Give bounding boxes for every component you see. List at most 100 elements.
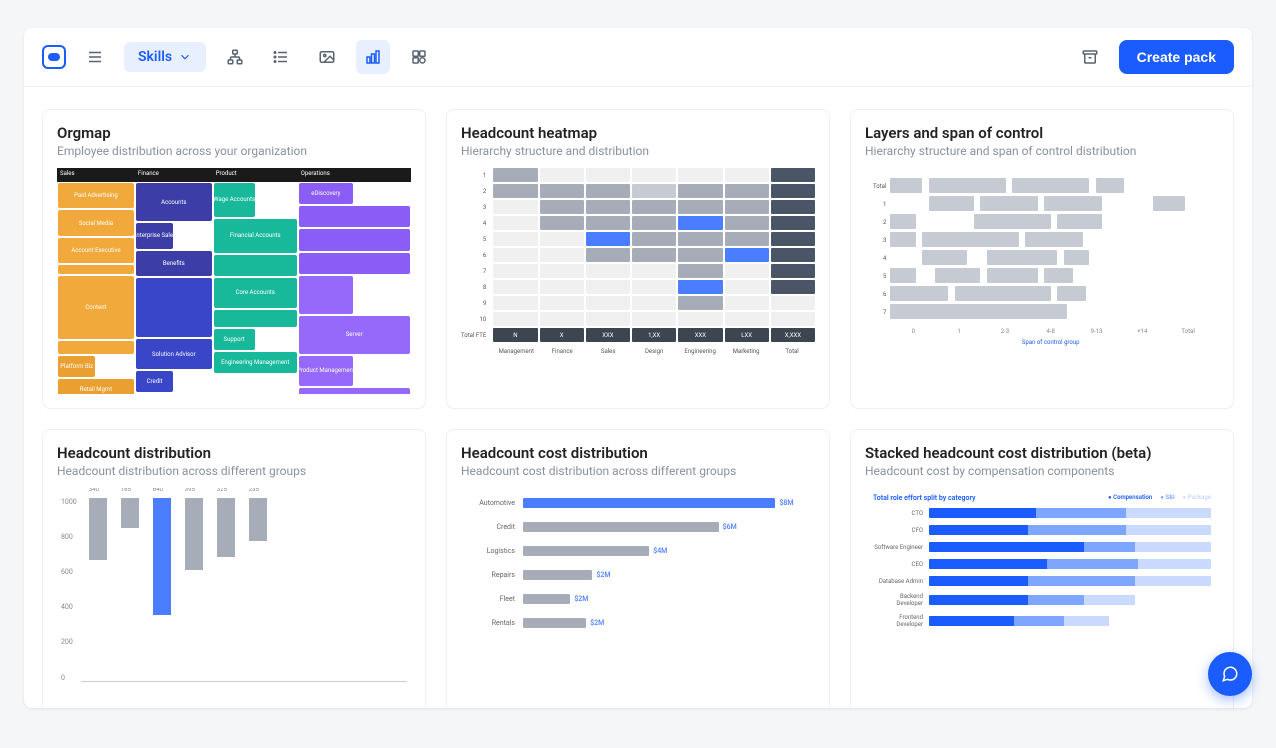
image-icon[interactable] [310,40,344,74]
hbar-label: Automotive [469,499,515,507]
heatmap-cell [540,312,584,326]
card-stacked-cost[interactable]: Stacked headcount cost distribution (bet… [850,429,1234,708]
heatmap-cell [540,168,584,182]
treemap-cell: Benefits [136,251,212,276]
card-subtitle: Hierarchy structure and span of control … [865,144,1219,158]
skills-dropdown[interactable]: Skills [124,42,206,72]
bar: 340 [89,498,107,681]
heatmap-xlabel: Engineering [677,348,723,355]
treemap-cell: Solution Advisor [136,339,212,369]
heatmap-cell [540,280,584,294]
stacked-label: Software Engineer [873,544,923,551]
bar-label: 640 [153,488,163,493]
heatmap-cell [632,248,676,262]
stacked-segment [929,542,1084,552]
app-logo[interactable] [42,45,66,69]
bar-ytick: 400 [61,603,77,611]
hbar-label: Fleet [469,595,515,603]
stacked-segment [929,508,1036,518]
bar-ytick: 600 [61,568,77,576]
heatmap-cell [586,280,630,294]
card-layers[interactable]: Layers and span of control Hierarchy str… [850,109,1234,409]
heatmap-cell [678,264,722,278]
card-heatmap[interactable]: Headcount heatmap Hierarchy structure an… [446,109,830,409]
stacked-segment [1126,525,1211,535]
heatmap-cell [632,264,676,278]
stacked-row: Backend Developer [873,593,1211,607]
chart-icon[interactable] [356,40,390,74]
layers-cell [1064,250,1090,265]
heatmap-cell [493,168,537,182]
stacked-segment [1084,595,1135,605]
bar: 640 [153,498,171,681]
heatmap-cell [632,296,676,310]
skills-label: Skills [138,49,172,65]
heatmap-ylabel: 6 [461,248,489,264]
treemap-cell: Financial Accounts [214,219,297,253]
hbar-row: Repairs$2M [469,570,807,580]
hbar-fill [523,498,775,508]
heatmap-cell [725,248,769,262]
card-subtitle: Headcount distribution across different … [57,464,411,478]
treemap-column: ProductWage AccountsFinancial AccountsCo… [213,168,298,394]
hbar-value: $2M [590,619,604,627]
heatmap-cell [771,280,815,294]
heatmap-cell [678,216,722,230]
heatmap-xlabel: Sales [585,348,631,355]
stacked-segment [1028,525,1127,535]
stacked-label: Database Admin [873,578,923,585]
hbar-row: Rentals $2M [469,618,807,628]
card-hc-distribution[interactable]: Headcount distribution Headcount distrib… [42,429,426,708]
menu-icon[interactable] [78,40,112,74]
heatmap-cell [678,280,722,294]
heatmap-cell [725,280,769,294]
stacked-row: Database Admin [873,576,1211,586]
card-hc-cost[interactable]: Headcount cost distribution Headcount co… [446,429,830,708]
heatmap-cell [725,168,769,182]
layers-cell [1057,214,1102,229]
heatmap-cell [771,296,815,310]
list-icon[interactable] [264,40,298,74]
card-subtitle: Headcount cost distribution across diffe… [461,464,815,478]
help-fab-button[interactable] [1208,652,1252,696]
settings-icon[interactable] [402,40,436,74]
treemap-cell [299,276,353,314]
layers-cell [1057,286,1086,301]
heatmap-cell [540,216,584,230]
heatmap-ylabel: 10 [461,312,489,328]
hbar-label: Rentals [469,619,515,627]
heatmap-cell [678,184,722,198]
card-title: Headcount cost distribution [461,444,815,462]
heatmap-cell [632,216,676,230]
heatmap-cell [678,296,722,310]
treemap-header: Finance [135,168,213,182]
heatmap-cell [678,248,722,262]
app-window: Skills Create pack Orgmap Employee distr… [24,28,1252,708]
treemap-cell: eDiscovery [299,183,353,204]
layers-cell [980,196,1038,211]
heatmap-total-cell: XXX [678,328,722,342]
treemap-header: Sales [57,168,135,182]
dashboard-grid: Orgmap Employee distribution across your… [24,87,1252,708]
stacked-label: Frontend Developer [873,614,923,628]
heatmap-cell [540,232,584,246]
heatmap-cell [725,264,769,278]
archive-icon[interactable] [1073,40,1107,74]
heatmap-cell [725,312,769,326]
bar-ytick: 0 [61,674,77,682]
treemap-cell [214,255,297,276]
hierarchy-icon[interactable] [218,40,252,74]
bar-ytick: 800 [61,533,77,541]
heatmap-cell [632,312,676,326]
card-orgmap[interactable]: Orgmap Employee distribution across your… [42,109,426,409]
hbar-value: $2M [574,595,588,603]
hbar-fill [523,522,719,532]
treemap-cell: Wage Accounts [214,183,255,217]
heatmap-cell [586,184,630,198]
create-pack-button[interactable]: Create pack [1119,40,1234,74]
stacked-segment [1138,559,1211,569]
layers-cell [929,178,1006,193]
treemap-cell: Platform Biz [58,356,95,377]
bar-ytick: 1000 [61,498,77,506]
treemap-cell [58,265,134,273]
